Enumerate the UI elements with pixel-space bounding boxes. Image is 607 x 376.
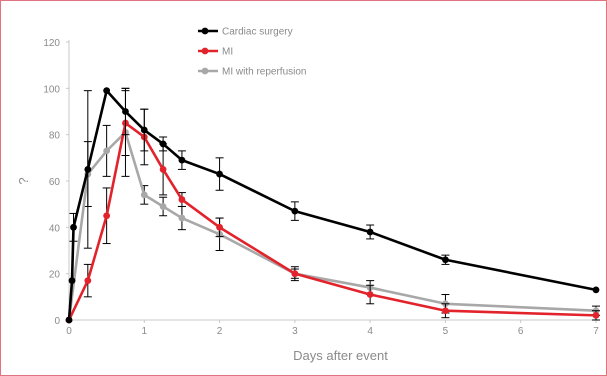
data-point bbox=[178, 156, 186, 164]
series-mi bbox=[65, 90, 600, 324]
data-point bbox=[103, 212, 111, 220]
data-point bbox=[159, 166, 167, 173]
x-tick-label: 7 bbox=[593, 326, 599, 337]
y-tick-label: 0 bbox=[54, 316, 60, 327]
data-point bbox=[84, 277, 92, 285]
data-point bbox=[159, 140, 167, 148]
x-tick-label: 3 bbox=[292, 326, 298, 337]
data-point bbox=[84, 166, 92, 173]
y-tick-label: 60 bbox=[49, 177, 61, 188]
data-point bbox=[442, 307, 449, 315]
data-point bbox=[70, 223, 77, 231]
data-point bbox=[291, 270, 299, 278]
series-line bbox=[67, 89, 597, 321]
legend-swatch-marker bbox=[201, 47, 209, 55]
x-tick-label: 2 bbox=[217, 326, 223, 337]
y-tick-label: 100 bbox=[43, 84, 60, 95]
legend-label: Cardiac surgery bbox=[222, 27, 293, 38]
data-point bbox=[442, 256, 449, 264]
legend-item: MI bbox=[198, 47, 233, 58]
data-point bbox=[216, 170, 223, 178]
data-point bbox=[366, 291, 374, 298]
x-tick-label: 4 bbox=[367, 326, 373, 337]
x-tick-label: 6 bbox=[518, 326, 524, 337]
data-point bbox=[216, 223, 223, 231]
legend: Cardiac surgery MI MI with reperfusion bbox=[198, 27, 306, 78]
data-point bbox=[159, 203, 167, 210]
data-point bbox=[291, 207, 299, 215]
data-point bbox=[592, 311, 600, 319]
legend-swatch-marker bbox=[201, 67, 209, 75]
data-point bbox=[103, 147, 111, 155]
data-point bbox=[140, 191, 148, 199]
data-point bbox=[103, 87, 111, 95]
legend-label: MI with reperfusion bbox=[222, 67, 306, 78]
data-point bbox=[122, 108, 129, 115]
series-line bbox=[67, 121, 597, 321]
data-point bbox=[592, 286, 600, 294]
x-tick-label: 0 bbox=[66, 326, 72, 337]
x-axis-title: Days after event bbox=[293, 348, 388, 363]
y-tick-label: 20 bbox=[49, 270, 61, 281]
legend-item: MI with reperfusion bbox=[198, 67, 306, 78]
legend-item: Cardiac surgery bbox=[198, 27, 293, 38]
axes: 0 20 40 60 80 100 120 0 1 2 3 4 5 6 7 bbox=[43, 38, 599, 337]
y-tick-label: 80 bbox=[49, 131, 61, 142]
legend-label: MI bbox=[222, 47, 233, 58]
series-mi-with-reperfusion bbox=[65, 87, 600, 324]
x-tick-label: 5 bbox=[443, 326, 449, 337]
data-point bbox=[178, 196, 186, 203]
data-point bbox=[366, 228, 374, 236]
legend-swatch-marker bbox=[201, 27, 209, 35]
data-point bbox=[65, 316, 73, 324]
series-cardiac-surgery bbox=[65, 87, 600, 324]
y-tick-label: 120 bbox=[43, 38, 60, 49]
data-point bbox=[178, 214, 186, 222]
series-line bbox=[67, 131, 597, 321]
y-tick-label: 40 bbox=[49, 223, 61, 234]
data-point bbox=[140, 126, 148, 134]
series-layer bbox=[65, 87, 600, 324]
y-axis-title: ? bbox=[16, 177, 31, 184]
x-tick-label: 1 bbox=[142, 326, 148, 337]
data-point bbox=[68, 277, 76, 285]
